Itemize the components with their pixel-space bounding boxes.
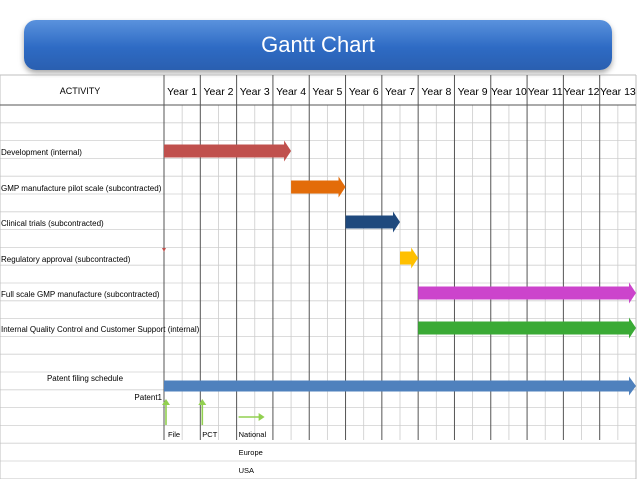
marker-tick — [162, 248, 166, 252]
period-label: Year 6 — [349, 86, 379, 98]
task-label: Development (internal) — [1, 148, 82, 157]
period-label: Year 9 — [458, 86, 488, 98]
period-label: Year 4 — [276, 86, 306, 98]
task-label: Full scale GMP manufacture (subcontracte… — [1, 290, 160, 299]
task-label: GMP manufacture pilot scale (subcontract… — [1, 184, 162, 193]
title-banner: Gantt Chart — [24, 20, 612, 70]
task-bar — [418, 317, 636, 339]
task-label: Regulatory approval (subcontracted) — [1, 255, 131, 264]
period-label: Year 3 — [240, 86, 270, 98]
task-bar — [345, 211, 400, 233]
milestone-label: PCT — [202, 430, 217, 439]
activity-header: ACTIVITY — [60, 86, 101, 96]
milestone-arrowhead — [162, 399, 170, 405]
region-label: Europe — [239, 448, 263, 457]
period-label: Year 12 — [564, 86, 600, 98]
chart-title: Gantt Chart — [261, 32, 375, 57]
milestone-arrowhead — [198, 399, 207, 405]
period-label: Year 8 — [421, 86, 451, 98]
period-label: Year 11 — [528, 86, 563, 98]
patent-section-label: Patent filing schedule — [47, 374, 124, 383]
task-label: Clinical trials (subcontracted) — [1, 219, 104, 228]
period-label: Year 1 — [167, 86, 197, 98]
milestone-label: File — [168, 430, 180, 439]
period-label: Year 5 — [312, 86, 342, 98]
period-label: Year 7 — [385, 86, 415, 98]
task-bar — [291, 176, 346, 198]
period-label: Year 10 — [491, 86, 527, 98]
patent-bar-label: Patent1 — [134, 393, 162, 402]
milestone-label: National — [239, 430, 267, 439]
task-label: Internal Quality Control and Customer Su… — [1, 325, 200, 334]
period-label: Year 2 — [203, 86, 233, 98]
task-bar — [418, 282, 636, 304]
milestone-arrowhead — [258, 413, 265, 421]
task-bar — [164, 140, 292, 162]
period-label: Year 13 — [600, 86, 636, 98]
task-bar — [400, 247, 419, 269]
patent-bar — [164, 376, 636, 396]
region-label: USA — [239, 466, 254, 475]
